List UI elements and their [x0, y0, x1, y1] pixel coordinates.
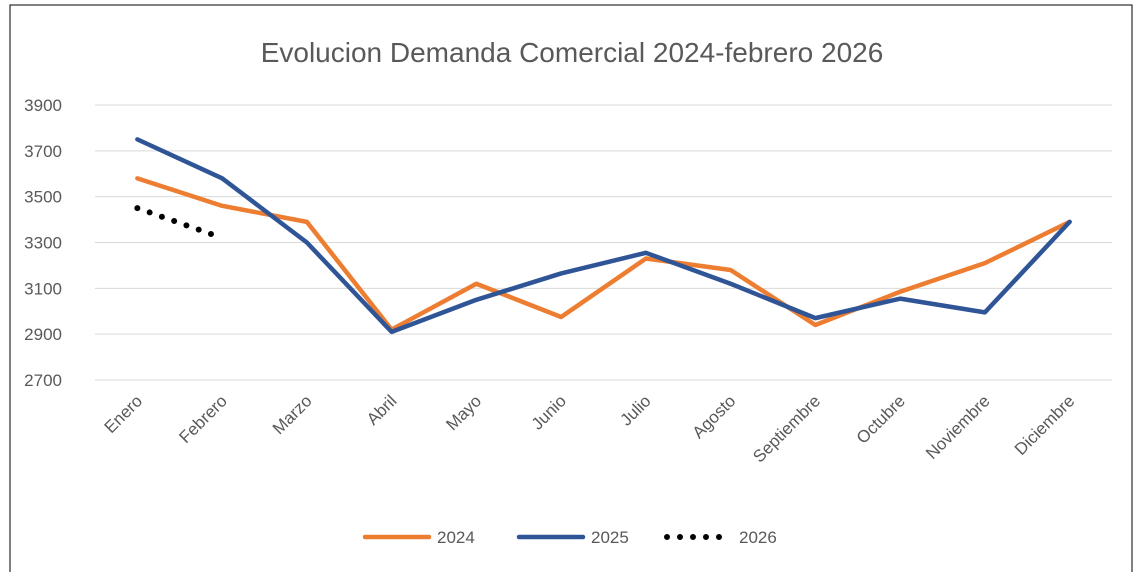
x-tick-label: Abril	[363, 391, 400, 428]
legend-label: 2025	[591, 528, 629, 547]
x-tick-label: Diciembre	[1011, 391, 1079, 459]
series-line	[135, 137, 1072, 335]
y-tick-label: 2900	[24, 325, 62, 344]
x-tick-label: Marzo	[269, 391, 316, 438]
series-line	[135, 176, 1072, 332]
y-tick-label: 3100	[24, 279, 62, 298]
legend-label: 2026	[739, 528, 777, 547]
y-tick-label: 3500	[24, 188, 62, 207]
x-tick-label: Agosto	[689, 391, 740, 442]
x-tick-label: Octubre	[853, 391, 909, 447]
y-tick-label: 3300	[24, 234, 62, 253]
x-tick-label: Febrero	[175, 391, 231, 447]
x-tick-label: Septiembre	[749, 391, 824, 466]
x-tick-label: Noviembre	[922, 391, 994, 463]
legend-label: 2024	[437, 528, 475, 547]
x-tick-label: Julio	[617, 391, 655, 429]
x-tick-label: Junio	[528, 391, 570, 433]
y-tick-label: 3700	[24, 142, 62, 161]
y-tick-label: 2700	[24, 371, 62, 390]
series-line	[134, 205, 226, 241]
frame	[9, 4, 1133, 572]
x-tick-label: Mayo	[442, 391, 485, 434]
x-tick-label: Enero	[101, 391, 147, 437]
y-tick-label: 3900	[24, 96, 62, 115]
chart-title: Evolucion Demanda Comercial 2024-febrero…	[261, 37, 884, 68]
